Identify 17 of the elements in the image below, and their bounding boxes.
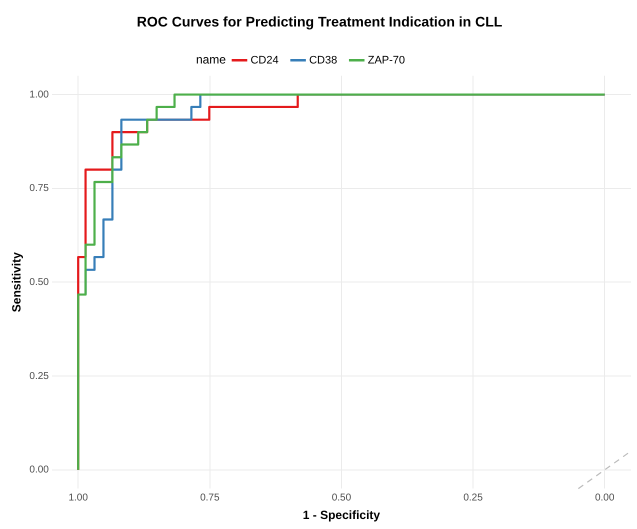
legend-label: CD38 — [309, 54, 338, 66]
y-tick-label: 0.75 — [29, 183, 50, 194]
x-axis-title: 1 - Specificity — [302, 508, 380, 522]
x-tick-label: 0.75 — [200, 492, 220, 504]
y-tick-label: 0.25 — [29, 370, 50, 382]
x-tick-label: 0.00 — [594, 492, 615, 504]
chart-title: ROC Curves for Predicting Treatment Indication in CLL — [136, 13, 503, 30]
x-tick-label: 0.25 — [463, 492, 484, 504]
legend-label: CD24 — [250, 54, 279, 66]
y-axis-title: Sensitivity — [10, 252, 24, 312]
x-tick-label: 0.50 — [332, 492, 352, 504]
y-tick-label: 0.00 — [29, 464, 50, 476]
x-tick-label: 1.00 — [68, 492, 88, 504]
legend-title: name — [196, 52, 226, 67]
legend-label: ZAP-70 — [368, 54, 406, 66]
y-tick-label: 0.50 — [29, 276, 50, 288]
y-tick-label: 1.00 — [29, 89, 50, 100]
